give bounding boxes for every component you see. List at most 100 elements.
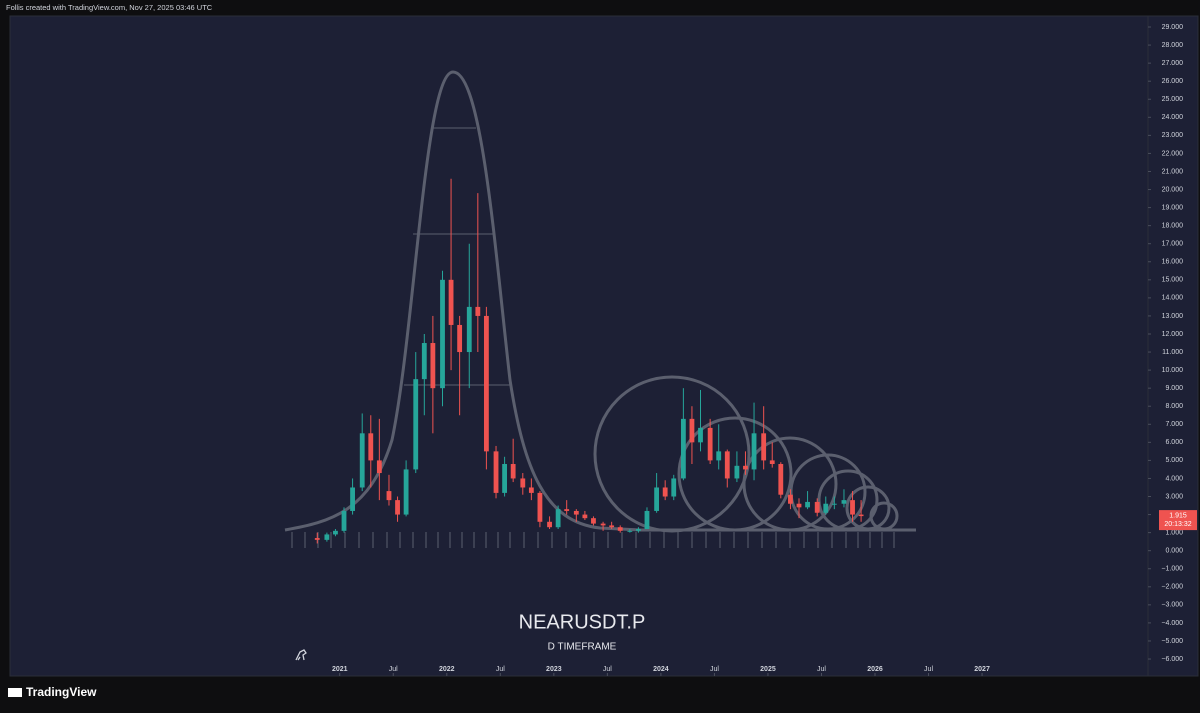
x-tick-label: 2023	[546, 666, 562, 673]
y-tick-label: 29.000	[1162, 24, 1184, 31]
y-tick-label: 6.000	[1165, 439, 1183, 446]
y-tick-label: −5.000	[1161, 638, 1183, 645]
countdown-label: 20:13:32	[1164, 521, 1191, 528]
candle-body	[627, 530, 633, 532]
candle-body	[368, 433, 374, 461]
candle-body	[324, 534, 330, 540]
watermark-timeframe: D TIMEFRAME	[548, 642, 617, 653]
candle-body	[475, 306, 481, 316]
candle-body	[600, 523, 606, 526]
y-tick-label: 20.000	[1162, 186, 1184, 193]
candle-body	[333, 530, 338, 535]
y-tick-label: −1.000	[1161, 566, 1183, 573]
candle-body	[520, 478, 526, 488]
candle-body	[788, 494, 793, 504]
y-tick-label: 25.000	[1162, 96, 1184, 103]
x-tick-label: 2026	[867, 666, 883, 673]
candle-body	[430, 343, 436, 389]
y-tick-label: −2.000	[1161, 584, 1183, 591]
candle-body	[761, 433, 767, 461]
candle-body	[778, 464, 784, 495]
y-tick-label: 8.000	[1165, 403, 1183, 410]
y-tick-label: 1.000	[1165, 529, 1183, 536]
candle-body	[314, 538, 320, 540]
y-tick-label: −4.000	[1161, 620, 1183, 627]
candle-body	[662, 487, 668, 497]
y-tick-label: 18.000	[1162, 222, 1184, 229]
candle-body	[858, 514, 864, 517]
candle-body	[457, 324, 463, 353]
y-tick-label: 14.000	[1162, 295, 1184, 302]
y-tick-label: 12.000	[1162, 331, 1184, 338]
candle-body	[831, 503, 837, 505]
candle-body	[796, 503, 802, 508]
candle-body	[636, 529, 641, 531]
candle-body	[350, 487, 355, 511]
y-tick-label: 27.000	[1162, 60, 1184, 67]
y-tick-label: 28.000	[1162, 42, 1184, 49]
x-tick-label: Jul	[603, 666, 612, 673]
y-tick-label: 17.000	[1162, 241, 1184, 248]
candle-body	[359, 433, 365, 488]
candle-body	[644, 510, 650, 530]
x-tick-label: 2021	[332, 666, 348, 673]
candle-body	[743, 465, 748, 470]
x-tick-label: 2024	[653, 666, 669, 673]
candle-body	[376, 460, 382, 474]
candle-body	[555, 509, 561, 528]
y-tick-label: 24.000	[1162, 114, 1184, 121]
candle-body	[537, 492, 543, 522]
x-tick-label: Jul	[389, 666, 398, 673]
candle-body	[386, 491, 392, 501]
y-tick-label: 21.000	[1162, 168, 1184, 175]
candle-body	[448, 279, 454, 325]
last-price-label: 1.915	[1169, 512, 1187, 519]
candle-body	[769, 460, 775, 465]
candle-body	[493, 451, 499, 493]
candle-body	[395, 500, 400, 515]
y-tick-label: −6.000	[1161, 656, 1183, 663]
candle-body	[654, 487, 660, 511]
y-tick-label: 10.000	[1162, 367, 1184, 374]
candle-body	[617, 527, 623, 531]
candle-body	[850, 500, 855, 515]
y-tick-label: 11.000	[1162, 349, 1183, 356]
support-lines	[291, 127, 895, 548]
candle-body	[502, 464, 508, 493]
candle-body	[403, 469, 409, 515]
candle-body	[716, 451, 722, 461]
candle-body	[547, 521, 552, 528]
candle-body	[483, 315, 489, 452]
candle-body	[734, 465, 740, 479]
candle-body	[805, 501, 810, 508]
candle-body	[823, 503, 829, 513]
candle-body	[591, 518, 596, 524]
x-tick-label: Jul	[924, 666, 933, 673]
candle-body	[573, 510, 579, 515]
chart-panel	[9, 15, 1199, 677]
candle-body	[582, 514, 588, 519]
brand-logo	[8, 688, 22, 697]
x-tick-label: Jul	[710, 666, 719, 673]
x-tick-label: Jul	[817, 666, 826, 673]
y-tick-label: 3.000	[1165, 493, 1183, 500]
candle-body	[814, 501, 820, 513]
y-tick-label: 0.000	[1165, 548, 1183, 555]
x-tick-label: Jul	[496, 666, 505, 673]
candle-body	[680, 418, 686, 479]
candle-body	[707, 427, 713, 461]
y-tick-label: 9.000	[1165, 385, 1183, 392]
bell-curve	[284, 70, 641, 532]
candle-body	[421, 343, 427, 380]
candle-body	[528, 487, 534, 493]
plot	[314, 178, 864, 544]
candle-body	[689, 418, 695, 443]
y-tick-label: 22.000	[1162, 150, 1184, 157]
y-tick-label: 19.000	[1162, 204, 1184, 211]
y-tick-label: 5.000	[1165, 457, 1183, 464]
y-tick-label: 16.000	[1162, 259, 1184, 266]
candle-body	[841, 500, 847, 504]
candle-body	[466, 306, 472, 353]
y-tick-label: 26.000	[1162, 78, 1184, 85]
